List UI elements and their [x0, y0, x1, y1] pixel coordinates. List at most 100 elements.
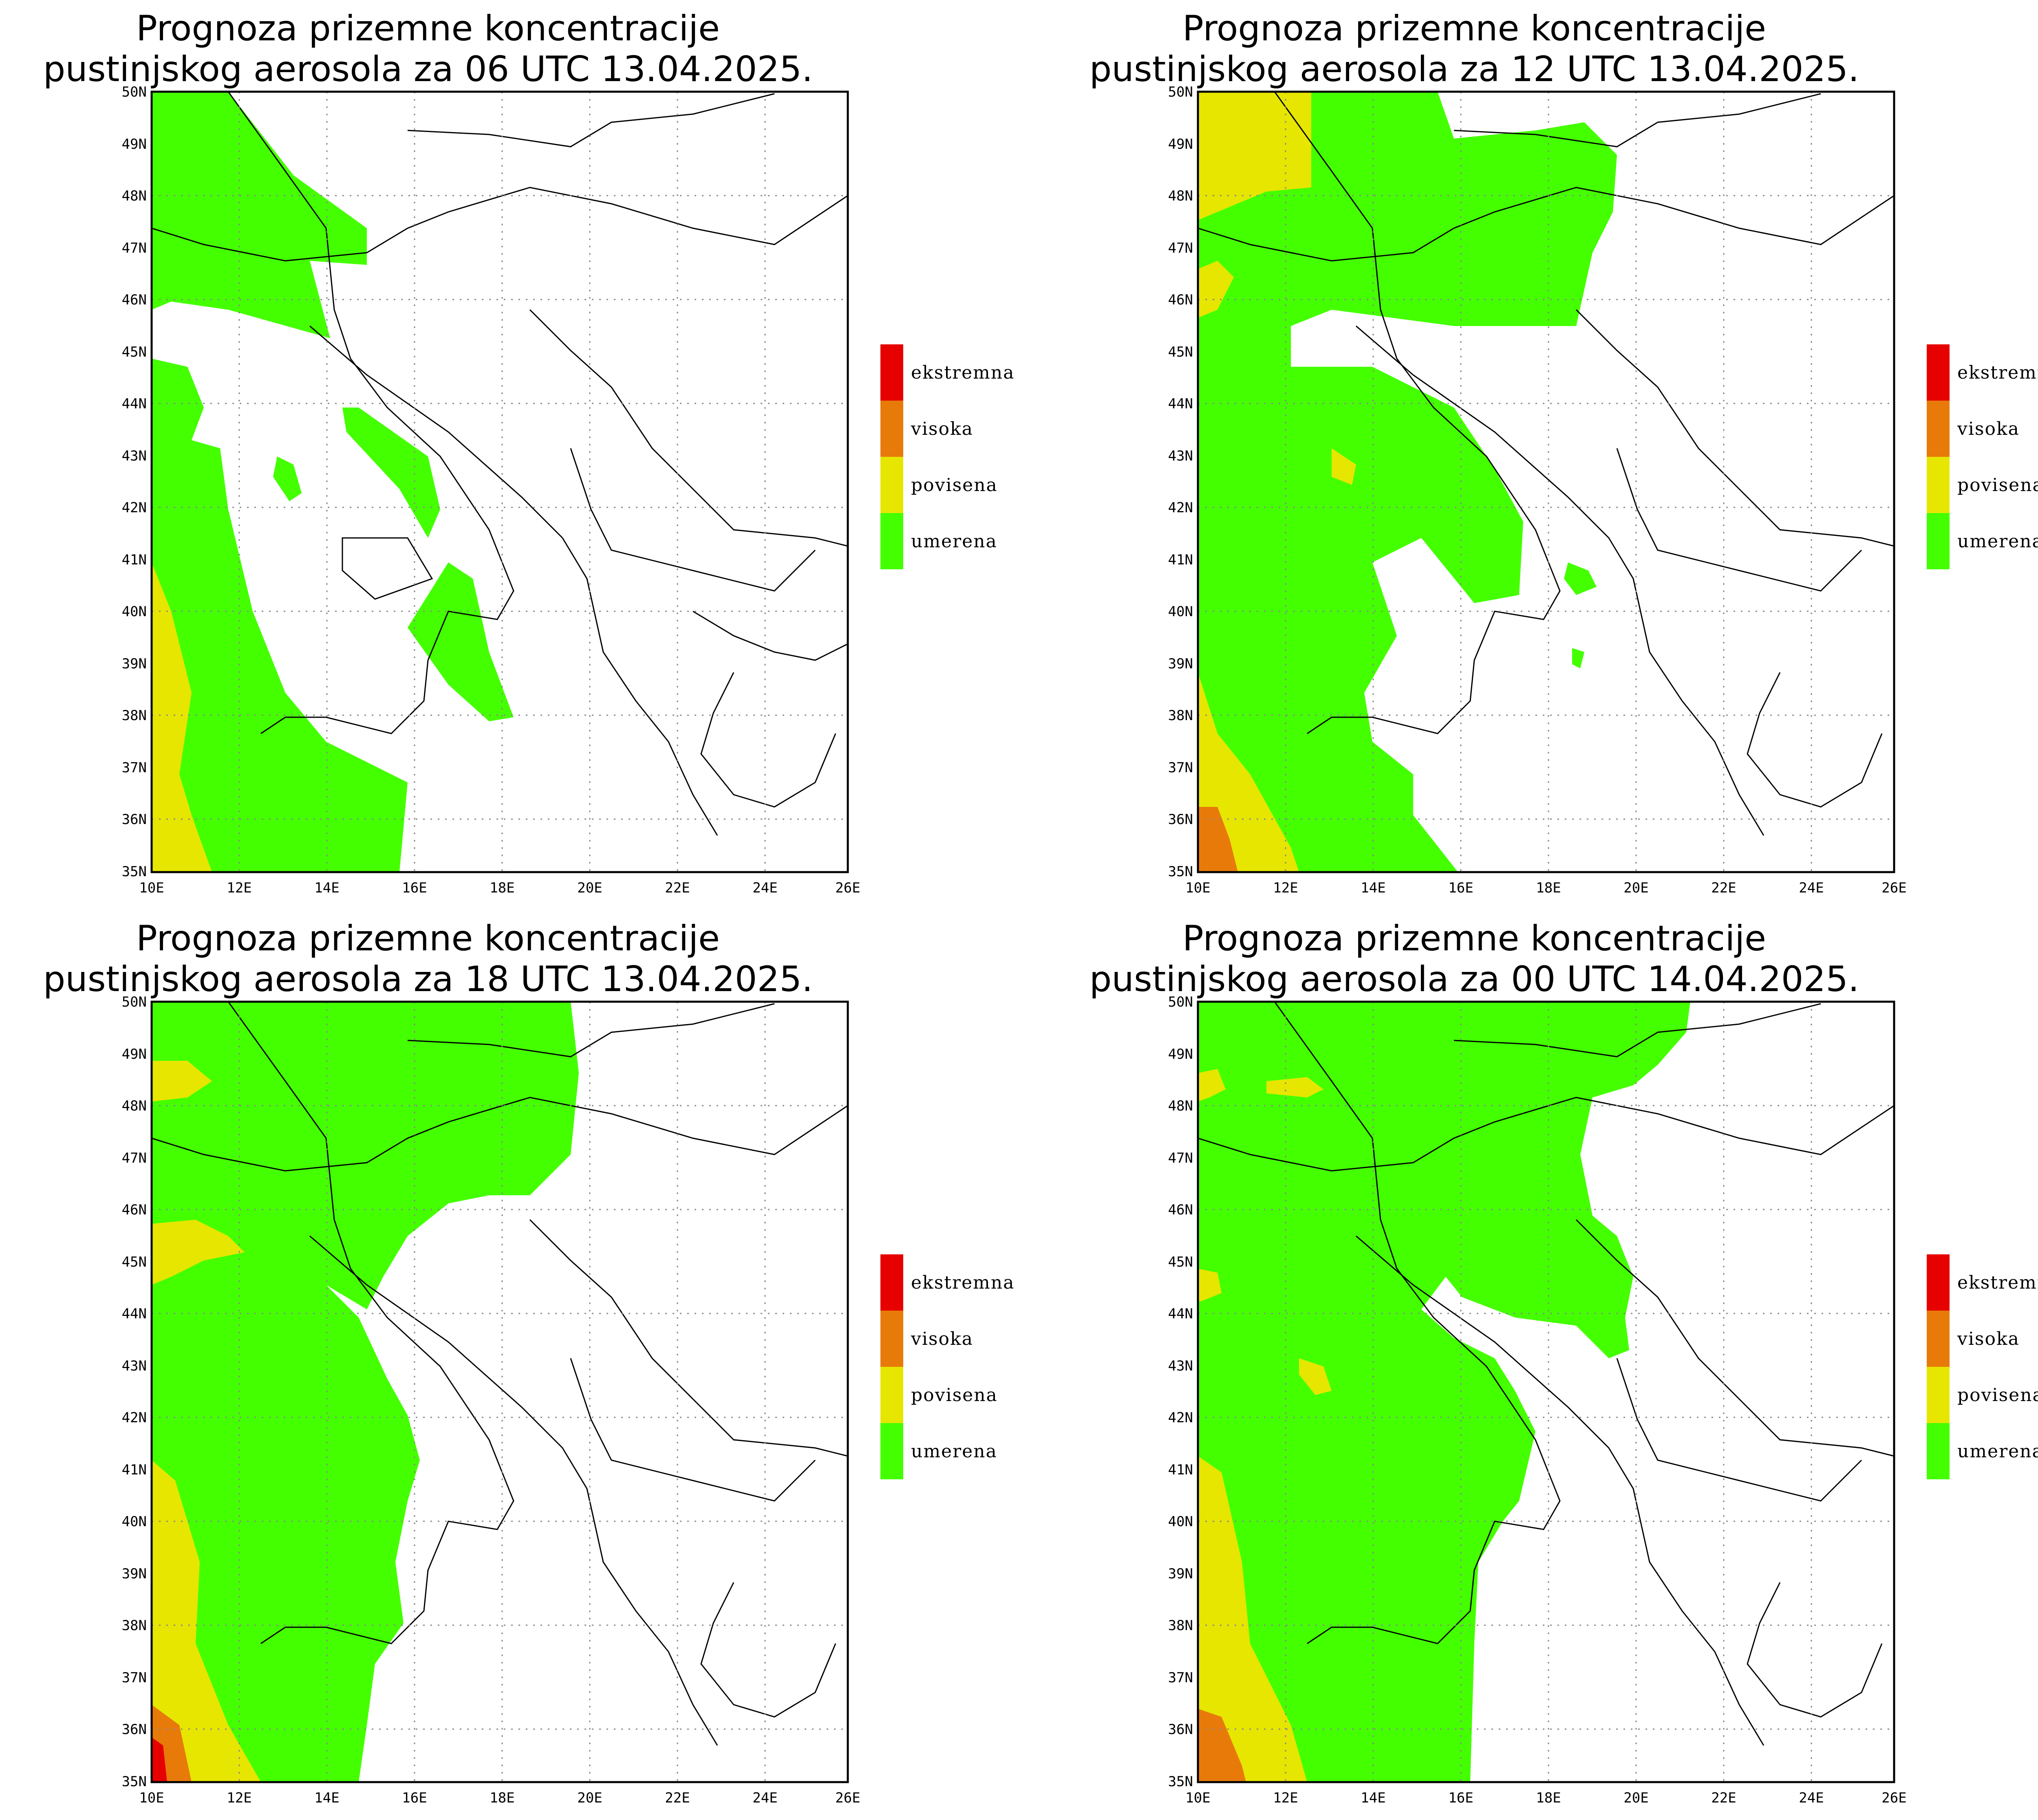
legend-item-visoka: visoka: [880, 1311, 1043, 1367]
panel-title: Prognoza prizemne koncentracije pustinjs…: [1046, 918, 1902, 1000]
lat-label: 43N: [122, 1358, 147, 1374]
lat-label: 47N: [1168, 1150, 1193, 1166]
border: [1616, 448, 1862, 592]
legend-swatch: [880, 401, 903, 457]
visoka-region: [1198, 1709, 1246, 1782]
lat-label: 41N: [1168, 1462, 1193, 1478]
legend-item-povisena: povisena: [880, 1367, 1043, 1423]
lon-label: 18E: [1536, 880, 1561, 896]
lon-label: 20E: [577, 880, 602, 896]
legend-item-povisena: povisena: [1927, 457, 2038, 513]
umerena-region: [342, 408, 440, 538]
legend-label: ekstremna: [911, 362, 1015, 383]
legend-swatch: [1927, 1311, 1950, 1367]
panel-title: Prognoza prizemne koncentracije pustinjs…: [1046, 8, 1902, 90]
coastline: [1274, 91, 1561, 734]
land-outlines: [151, 91, 848, 836]
lat-label: 39N: [1168, 1566, 1193, 1582]
lat-label: 37N: [1168, 760, 1193, 776]
legend-swatch: [880, 457, 903, 513]
lat-label: 43N: [1168, 1358, 1193, 1374]
lon-label: 16E: [1448, 1790, 1473, 1806]
legend-label: umerena: [1957, 1441, 2038, 1462]
lat-label: 42N: [122, 500, 147, 516]
title-line2: pustinjskog aerosola za 18 UTC 13.04.202…: [43, 959, 813, 1000]
lat-labels: 50N 49N 48N 47N 46N 45N 44N 43N 42N 41N …: [122, 84, 147, 880]
legend-item-ekstremna: ekstremna: [880, 1254, 1043, 1311]
panel-title: Prognoza prizemne koncentracije pustinjs…: [0, 918, 856, 1000]
legend-swatch: [880, 1367, 903, 1423]
lat-label: 46N: [122, 292, 147, 308]
lat-label: 38N: [1168, 1617, 1193, 1634]
lon-label: 24E: [752, 1790, 777, 1806]
lon-label: 14E: [1361, 880, 1385, 896]
umerena-region: [152, 1002, 579, 1782]
lat-label: 49N: [1168, 1046, 1193, 1062]
lon-label: 26E: [1881, 880, 1906, 896]
legend-item-visoka: visoka: [880, 401, 1043, 457]
lon-label: 26E: [1881, 1790, 1906, 1806]
lat-label: 36N: [1168, 811, 1193, 828]
umerena-region: [1564, 562, 1597, 595]
land-outlines: [151, 1001, 848, 1746]
lat-label: 39N: [122, 1566, 147, 1582]
coastline: [1356, 325, 1765, 836]
lat-label: 39N: [122, 656, 147, 672]
border: [151, 1097, 848, 1172]
lat-label: 40N: [1168, 1514, 1193, 1530]
umerena-region: [408, 562, 514, 721]
lat-label: 47N: [1168, 240, 1193, 256]
lat-label: 50N: [1168, 84, 1193, 100]
legend-label: umerena: [911, 1441, 997, 1462]
legend-swatch: [880, 513, 903, 569]
legend-label: visoka: [911, 1329, 973, 1349]
lon-label: 24E: [1799, 880, 1824, 896]
lat-label: 40N: [1168, 604, 1193, 620]
border: [151, 187, 848, 262]
ekstremna-region: [152, 1737, 167, 1782]
lat-label: 35N: [122, 864, 147, 880]
lat-label: 46N: [1168, 1202, 1193, 1218]
lat-label: 36N: [122, 1721, 147, 1738]
land-outlines: [1198, 1001, 1895, 1746]
legend-item-umerena: umerena: [1927, 1423, 2038, 1479]
lon-label: 14E: [314, 1790, 339, 1806]
forecast-map: 50N 49N 48N 47N 46N 45N 44N 43N 42N 41N …: [1168, 994, 1907, 1806]
lat-label: 42N: [122, 1410, 147, 1426]
legend-swatch: [1927, 457, 1950, 513]
lon-label: 20E: [577, 1790, 602, 1806]
graticule: [152, 92, 848, 872]
lat-label: 40N: [122, 1514, 147, 1530]
umerena-region: [1198, 92, 1617, 872]
legend-label: ekstremna: [911, 1272, 1015, 1293]
lat-label: 45N: [1168, 344, 1193, 360]
lat-labels: 50N 49N 48N 47N 46N 45N 44N 43N 42N 41N …: [1168, 84, 1193, 880]
umerena-region: [152, 359, 408, 872]
title-line1: Prognoza prizemne koncentracije: [136, 918, 720, 959]
border: [570, 1358, 816, 1502]
legend-item-povisena: povisena: [1927, 1367, 2038, 1423]
lat-label: 42N: [1168, 500, 1193, 516]
lon-label: 12E: [1273, 1790, 1298, 1806]
legend-item-ekstremna: ekstremna: [1927, 1254, 2038, 1311]
lat-labels: 50N 49N 48N 47N 46N 45N 44N 43N 42N 41N …: [122, 994, 147, 1790]
lat-label: 47N: [122, 240, 147, 256]
border: [570, 448, 816, 592]
lat-label: 35N: [1168, 1774, 1193, 1790]
map-panel-06utc: Prognoza prizemne koncentracije pustinjs…: [0, 0, 1046, 910]
lat-label: 50N: [122, 994, 147, 1010]
lon-labels: 10E 12E 14E 16E 18E 20E 22E 24E 26E: [1185, 1790, 1906, 1806]
lat-label: 37N: [122, 1670, 147, 1686]
legend-swatch: [1927, 344, 1950, 401]
lon-label: 10E: [139, 880, 164, 896]
map-panel-12utc: Prognoza prizemne koncentracije pustinjs…: [1046, 0, 2038, 910]
lon-label: 22E: [665, 1790, 690, 1806]
lon-label: 10E: [1185, 1790, 1210, 1806]
lat-label: 38N: [122, 1617, 147, 1634]
legend-swatch: [1927, 513, 1950, 569]
povisena-region: [152, 1460, 261, 1782]
legend-label: ekstremna: [1957, 362, 2038, 383]
coastline: [1356, 1235, 1765, 1746]
lat-label: 46N: [122, 1202, 147, 1218]
lat-label: 49N: [122, 1046, 147, 1062]
